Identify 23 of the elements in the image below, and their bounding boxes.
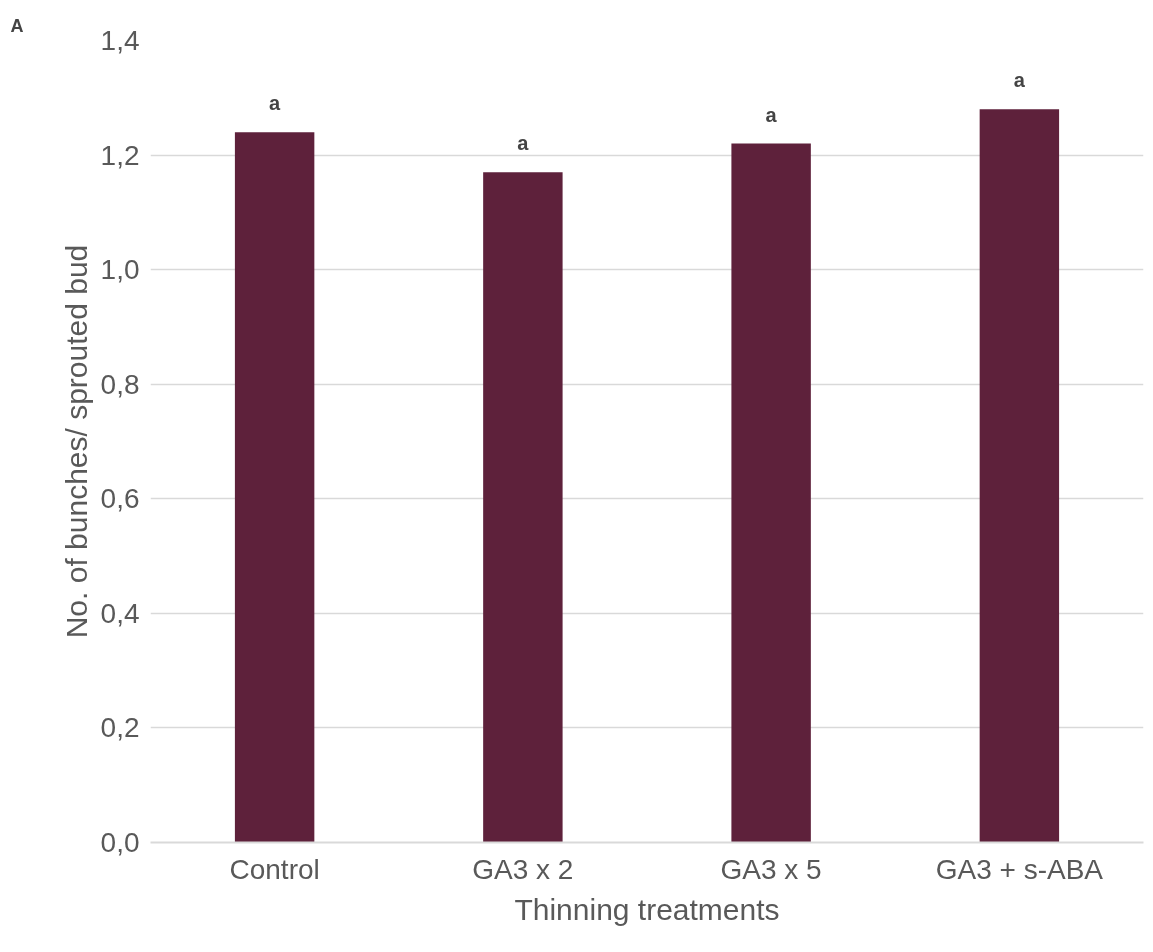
- x-tick-label: Control: [229, 853, 320, 885]
- annotation: a: [765, 103, 778, 126]
- x-tick-label: GA3 x 5: [720, 853, 822, 885]
- x-axis-title: Thinning treatments: [514, 892, 780, 926]
- y-tick-label: 1,0: [100, 254, 140, 286]
- annotation: a: [517, 132, 530, 155]
- y-tick-label: 0,8: [100, 368, 140, 400]
- bar: [483, 172, 563, 843]
- bar: [731, 143, 811, 843]
- bar: [234, 132, 315, 843]
- y-tick-label: 0,4: [100, 597, 140, 629]
- y-tick-label: 0,2: [100, 712, 140, 744]
- x-tick-label: GA3 + s-ABA: [935, 853, 1104, 885]
- y-tick-label: 0,6: [100, 483, 140, 515]
- text: A: [10, 15, 24, 36]
- bar: [979, 109, 1060, 843]
- x-tick-label: GA3 x 2: [472, 853, 574, 885]
- annotation: a: [269, 92, 282, 115]
- y-axis-title: No. of bunches/ sprouted bud: [59, 244, 93, 639]
- y-tick-label: 1,4: [100, 25, 140, 56]
- annotation: a: [1013, 69, 1026, 92]
- y-tick-label: 1,2: [100, 139, 140, 171]
- y-tick-label: 0,0: [100, 827, 140, 858]
